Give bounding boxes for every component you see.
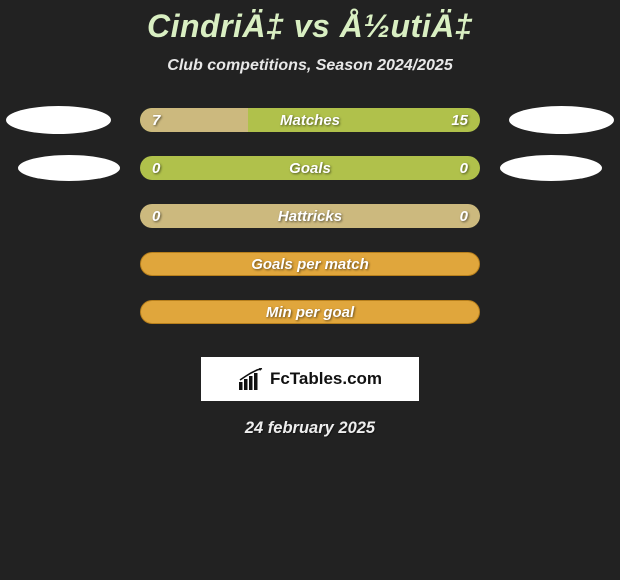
stat-bar-goals: 0 Goals 0 [140, 156, 480, 180]
stat-row-matches: 7 Matches 15 [0, 107, 620, 133]
stat-bar-hattricks: 0 Hattricks 0 [140, 204, 480, 228]
stat-val-right: 15 [451, 112, 468, 129]
chart-icon [238, 368, 264, 390]
stat-val-right: 0 [460, 160, 468, 177]
stat-val-left: 0 [152, 160, 160, 177]
stat-label: Matches [280, 112, 340, 129]
player1-ellipse-icon [18, 155, 120, 181]
stat-row-hattricks: 0 Hattricks 0 [0, 203, 620, 229]
page-title: CindriÄ‡ vs Å½utiÄ‡ [147, 8, 473, 45]
stat-bar-gpm: Goals per match [140, 252, 480, 276]
player2-ellipse-icon [509, 106, 614, 134]
stat-label: Hattricks [278, 208, 342, 225]
stat-row-mpg: Min per goal [0, 299, 620, 325]
stat-bar-matches: 7 Matches 15 [140, 108, 480, 132]
player2-ellipse-icon [500, 155, 602, 181]
stat-val-right: 0 [460, 208, 468, 225]
stat-row-goals: 0 Goals 0 [0, 155, 620, 181]
stat-label: Min per goal [266, 304, 354, 321]
stat-val-left: 0 [152, 208, 160, 225]
site-logo[interactable]: FcTables.com [201, 357, 419, 401]
logo-text: FcTables.com [270, 369, 382, 389]
stat-val-left: 7 [152, 112, 160, 129]
stat-row-gpm: Goals per match [0, 251, 620, 277]
page-root: CindriÄ‡ vs Å½utiÄ‡ Club competitions, S… [0, 0, 620, 580]
player1-ellipse-icon [6, 106, 111, 134]
stats-rows: 7 Matches 15 0 Goals 0 0 Hattricks 0 [0, 107, 620, 325]
stat-label: Goals per match [251, 256, 369, 273]
page-subtitle: Club competitions, Season 2024/2025 [167, 57, 452, 75]
stat-label: Goals [289, 160, 331, 177]
stat-bar-mpg: Min per goal [140, 300, 480, 324]
date-label: 24 february 2025 [245, 419, 375, 438]
